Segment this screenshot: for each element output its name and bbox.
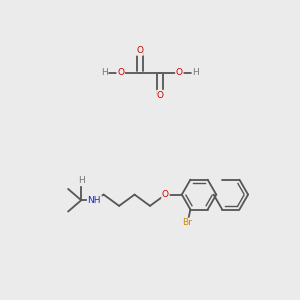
Text: H: H xyxy=(101,68,108,77)
Text: O: O xyxy=(136,46,143,55)
Text: O: O xyxy=(117,68,124,77)
Text: Br: Br xyxy=(182,218,192,227)
Text: NH: NH xyxy=(88,196,101,205)
Text: H: H xyxy=(78,176,85,185)
Text: O: O xyxy=(162,190,169,199)
Text: O: O xyxy=(176,68,183,77)
Text: O: O xyxy=(157,91,164,100)
Text: H: H xyxy=(192,68,199,77)
